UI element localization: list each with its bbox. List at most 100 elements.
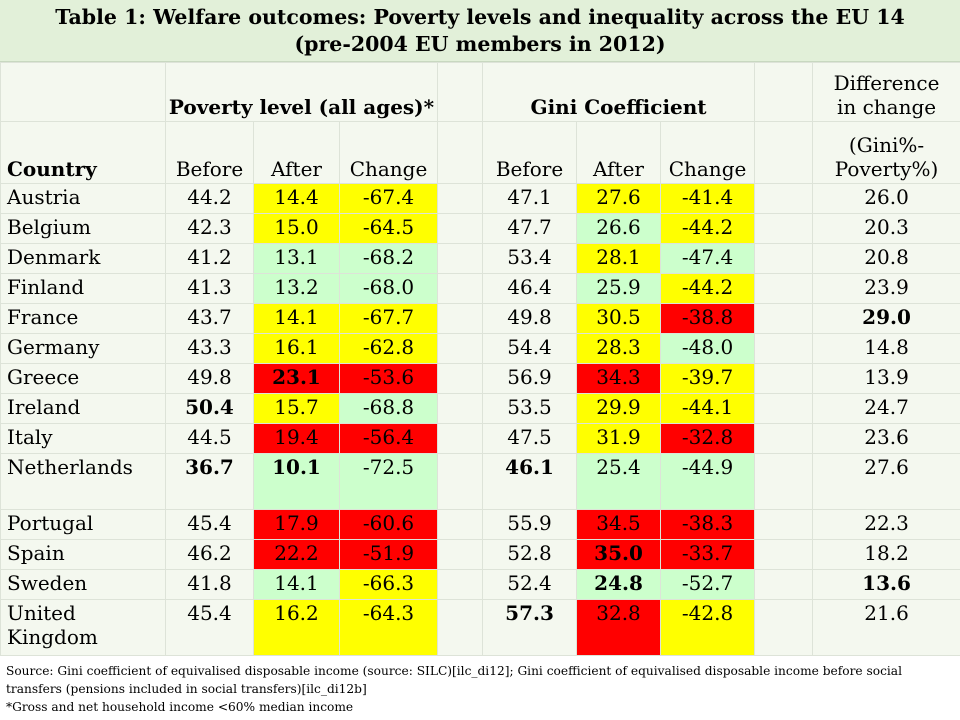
difference-cell: 13.9: [812, 363, 960, 394]
table-row: United Kingdom 45.4 16.2 -64.3 57.3 32.8…: [0, 599, 960, 656]
country-cell: Finland: [0, 273, 166, 304]
table-title-line1: Table 1: Welfare outcomes: Poverty level…: [55, 5, 905, 29]
poverty-before-cell: 43.3: [165, 333, 254, 364]
header-gap: [754, 62, 814, 122]
table-title: Table 1: Welfare outcomes: Poverty level…: [0, 0, 960, 62]
gap-cell: [437, 509, 484, 540]
gini-after-cell: 25.4: [576, 453, 662, 510]
poverty-change-cell: -64.5: [338, 213, 439, 244]
difference-cell: 26.0: [812, 183, 960, 214]
table-notes: Source: Gini coefficient of equivalised …: [6, 662, 956, 716]
header-poverty-change: Change: [338, 121, 439, 184]
header-gap: [437, 121, 484, 184]
gini-after-cell: 31.9: [576, 423, 662, 454]
gini-before-cell: 47.7: [482, 213, 578, 244]
gini-change-cell: -33.7: [660, 539, 756, 570]
poverty-before-cell: 46.2: [165, 539, 254, 570]
header-difference-line4: Poverty%): [834, 157, 939, 181]
gini-before-cell: 54.4: [482, 333, 578, 364]
header-country: Country: [0, 121, 166, 184]
header-poverty-before: Before: [165, 121, 254, 184]
table-row: Italy 44.5 19.4 -56.4 47.5 31.9 -32.8 23…: [0, 423, 960, 454]
difference-cell: 14.8: [812, 333, 960, 364]
gini-change-cell: -38.3: [660, 509, 756, 540]
gap-cell: [437, 539, 484, 570]
table-row: Finland 41.3 13.2 -68.0 46.4 25.9 -44.2 …: [0, 273, 960, 304]
gini-change-cell: -39.7: [660, 363, 756, 394]
gap-cell: [754, 599, 814, 656]
difference-cell: 21.6: [812, 599, 960, 656]
header-poverty-after: After: [253, 121, 340, 184]
country-cell: Ireland: [0, 393, 166, 424]
country-cell: France: [0, 303, 166, 334]
table-row: Portugal 45.4 17.9 -60.6 55.9 34.5 -38.3…: [0, 509, 960, 540]
gap-cell: [437, 393, 484, 424]
country-line1: United: [7, 601, 76, 625]
table-row: Germany 43.3 16.1 -62.8 54.4 28.3 -48.0 …: [0, 333, 960, 364]
poverty-change-cell: -67.4: [338, 183, 439, 214]
difference-cell: 24.7: [812, 393, 960, 424]
gap-cell: [437, 453, 484, 510]
poverty-change-cell: -53.6: [338, 363, 439, 394]
poverty-before-cell: 44.2: [165, 183, 254, 214]
gini-change-cell: -44.2: [660, 213, 756, 244]
gap-cell: [754, 423, 814, 454]
country-cell: Spain: [0, 539, 166, 570]
gini-change-cell: -47.4: [660, 243, 756, 274]
poverty-before-cell: 49.8: [165, 363, 254, 394]
gap-cell: [437, 333, 484, 364]
country-cell: Austria: [0, 183, 166, 214]
poverty-change-cell: -56.4: [338, 423, 439, 454]
difference-cell: 27.6: [812, 453, 960, 510]
poverty-before-cell: 45.4: [165, 599, 254, 656]
poverty-after-cell: 14.4: [253, 183, 340, 214]
country-cell: Belgium: [0, 213, 166, 244]
table-row: Sweden 41.8 14.1 -66.3 52.4 24.8 -52.7 1…: [0, 569, 960, 600]
gini-change-cell: -44.9: [660, 453, 756, 510]
gini-after-cell: 32.8: [576, 599, 662, 656]
welfare-outcomes-table: Poverty level (all ages)* Gini Coefficie…: [0, 62, 960, 656]
country-cell: Sweden: [0, 569, 166, 600]
gap-cell: [754, 213, 814, 244]
difference-cell: 23.6: [812, 423, 960, 454]
gap-cell: [754, 273, 814, 304]
poverty-change-cell: -68.0: [338, 273, 439, 304]
table-row: Austria 44.2 14.4 -67.4 47.1 27.6 -41.4 …: [0, 183, 960, 214]
gini-after-cell: 27.6: [576, 183, 662, 214]
gap-cell: [754, 453, 814, 510]
header-gini-before: Before: [482, 121, 578, 184]
poverty-after-cell: 13.1: [253, 243, 340, 274]
poverty-before-cell: 50.4: [165, 393, 254, 424]
gini-change-cell: -44.2: [660, 273, 756, 304]
gap-cell: [754, 303, 814, 334]
poverty-change-cell: -62.8: [338, 333, 439, 364]
header-gini-after: After: [576, 121, 662, 184]
poverty-before-cell: 43.7: [165, 303, 254, 334]
poverty-change-cell: -68.8: [338, 393, 439, 424]
poverty-after-cell: 23.1: [253, 363, 340, 394]
country-cell: Portugal: [0, 509, 166, 540]
gini-after-cell: 26.6: [576, 213, 662, 244]
gini-before-cell: 53.4: [482, 243, 578, 274]
poverty-before-cell: 41.3: [165, 273, 254, 304]
poverty-after-cell: 16.1: [253, 333, 340, 364]
header-gini-coefficient: Gini Coefficient: [482, 62, 756, 122]
header-blank: [0, 62, 166, 122]
poverty-before-cell: 44.5: [165, 423, 254, 454]
header-difference-line2: in change: [836, 95, 937, 119]
poverty-after-cell: 17.9: [253, 509, 340, 540]
poverty-after-cell: 15.7: [253, 393, 340, 424]
gap-cell: [754, 393, 814, 424]
gini-before-cell: 56.9: [482, 363, 578, 394]
poverty-before-cell: 36.7: [165, 453, 254, 510]
difference-cell: 18.2: [812, 539, 960, 570]
gini-after-cell: 34.3: [576, 363, 662, 394]
gini-after-cell: 28.1: [576, 243, 662, 274]
poverty-change-cell: -51.9: [338, 539, 439, 570]
poverty-before-cell: 42.3: [165, 213, 254, 244]
gini-before-cell: 55.9: [482, 509, 578, 540]
header-gap: [437, 62, 484, 122]
gap-cell: [437, 183, 484, 214]
footnote: *Gross and net household income <60% med…: [6, 700, 354, 714]
gini-change-cell: -42.8: [660, 599, 756, 656]
